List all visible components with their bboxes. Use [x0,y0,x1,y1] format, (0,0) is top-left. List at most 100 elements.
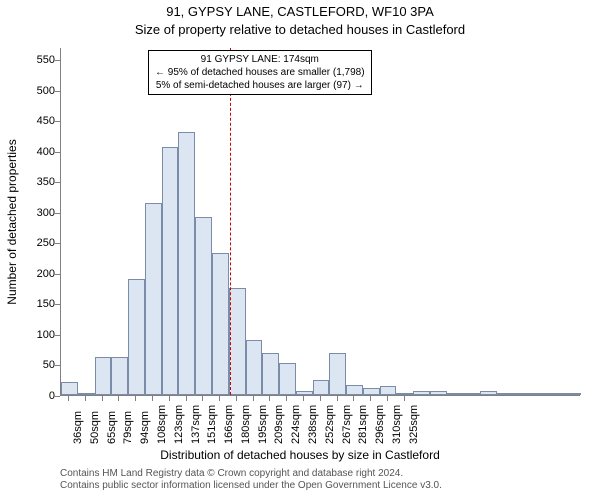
y-tick-label: 450 [25,115,55,127]
x-tick-mark [370,396,371,401]
x-tick-label: 137sqm [190,405,202,444]
y-tick-label: 550 [25,54,55,66]
y-tick-label: 150 [25,298,55,310]
x-tick-label: 79sqm [122,411,134,444]
y-tick-label: 300 [25,207,55,219]
callout-line-2: ← 95% of detached houses are smaller (1,… [155,66,365,79]
y-tick-mark [55,243,60,244]
chart-container: 91, GYPSY LANE, CASTLEFORD, WF10 3PA Siz… [0,0,600,500]
histogram-bar [413,391,430,395]
histogram-bar [329,353,346,395]
x-tick-mark [404,396,405,401]
x-tick-label: 180sqm [240,405,252,444]
x-tick-label: 166sqm [223,405,235,444]
x-tick-label: 151sqm [206,405,218,444]
histogram-bar [61,382,78,395]
histogram-bar [346,385,363,395]
x-tick-mark [269,396,270,401]
histogram-bar [78,393,95,395]
y-tick-mark [55,60,60,61]
histogram-bar [447,393,464,395]
y-tick-mark [55,91,60,92]
x-tick-label: 238sqm [307,405,319,444]
y-tick-mark [55,274,60,275]
plot-area [60,48,580,396]
x-tick-label: 310sqm [391,405,403,444]
x-tick-label: 296sqm [374,405,386,444]
histogram-bar [380,386,397,395]
y-tick-label: 250 [25,237,55,249]
histogram-bar [296,391,313,395]
x-tick-label: 50sqm [89,411,101,444]
chart-subtitle: Size of property relative to detached ho… [0,22,600,37]
marker-callout: 91 GYPSY LANE: 174sqm← 95% of detached h… [148,50,372,95]
x-tick-mark [253,396,254,401]
x-tick-label: 267sqm [341,405,353,444]
x-tick-mark [320,396,321,401]
x-tick-mark [118,396,119,401]
histogram-bar [195,217,212,395]
histogram-bar [480,391,497,395]
x-tick-mark [286,396,287,401]
y-tick-label: 50 [25,359,55,371]
x-tick-mark [303,396,304,401]
chart-title: 91, GYPSY LANE, CASTLEFORD, WF10 3PA [0,4,600,19]
x-tick-mark [152,396,153,401]
x-tick-label: 281sqm [357,405,369,444]
histogram-bar [145,203,162,395]
x-tick-mark [219,396,220,401]
y-tick-mark [55,213,60,214]
histogram-bar [95,357,112,395]
marker-line [230,48,231,395]
x-tick-label: 195sqm [257,405,269,444]
histogram-bar [396,393,413,395]
y-tick-mark [55,335,60,336]
x-tick-mark [102,396,103,401]
x-tick-label: 252sqm [324,405,336,444]
y-tick-mark [55,121,60,122]
x-tick-label: 123sqm [173,405,185,444]
histogram-bar [279,363,296,395]
x-tick-mark [169,396,170,401]
x-tick-label: 94sqm [139,411,151,444]
x-tick-mark [135,396,136,401]
x-tick-label: 209sqm [273,405,285,444]
y-tick-mark [55,365,60,366]
histogram-bar [229,288,246,395]
histogram-bar [313,380,330,395]
histogram-bar [464,393,481,395]
histogram-bar [547,393,564,395]
x-tick-mark [236,396,237,401]
histogram-bar [212,253,229,395]
histogram-bar [162,147,179,395]
y-tick-mark [55,396,60,397]
histogram-bar [246,340,263,395]
histogram-bar [564,393,581,395]
histogram-bar [497,393,514,395]
y-tick-mark [55,304,60,305]
histogram-bar [430,391,447,395]
histogram-bar [262,353,279,395]
histogram-bar [128,279,145,395]
y-tick-mark [55,182,60,183]
histogram-bar [111,357,128,395]
x-tick-mark [387,396,388,401]
x-tick-mark [353,396,354,401]
y-tick-label: 100 [25,329,55,341]
footer-text: Contains HM Land Registry data © Crown c… [60,468,442,492]
y-tick-label: 350 [25,176,55,188]
y-tick-label: 500 [25,85,55,97]
histogram-bar [178,132,195,395]
x-tick-label: 36sqm [72,411,84,444]
y-tick-label: 200 [25,268,55,280]
histogram-bar [514,393,531,395]
y-tick-label: 0 [25,390,55,402]
x-axis-label: Distribution of detached houses by size … [0,448,600,462]
histogram-bar [531,393,548,395]
x-tick-label: 108sqm [156,405,168,444]
footer-line-2: Contains public sector information licen… [60,480,442,492]
x-tick-mark [85,396,86,401]
histogram-bar [363,388,380,395]
x-tick-mark [337,396,338,401]
x-tick-label: 325sqm [408,405,420,444]
